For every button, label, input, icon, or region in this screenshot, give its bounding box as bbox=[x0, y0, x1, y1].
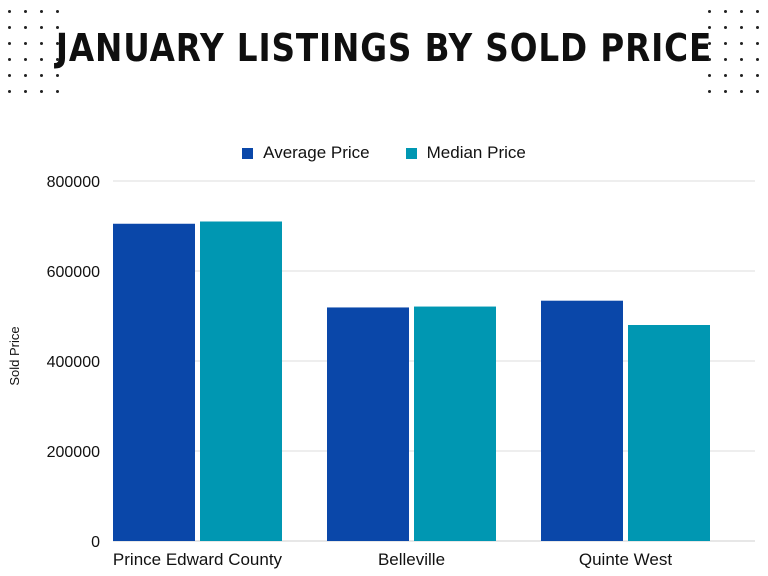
legend: Average Price Median Price bbox=[0, 143, 768, 163]
legend-swatch-median bbox=[405, 147, 417, 159]
legend-item-median: Median Price bbox=[405, 143, 526, 163]
bar-median bbox=[200, 221, 282, 541]
bar-average bbox=[113, 223, 195, 541]
bar-average bbox=[541, 300, 623, 541]
y-tick-label: 400000 bbox=[47, 354, 100, 371]
bar-average bbox=[327, 307, 409, 541]
legend-swatch-average bbox=[242, 147, 254, 159]
chart-title: JANUARY LISTINGS BY SOLD PRICE bbox=[55, 26, 713, 70]
y-axis-label: Sold Price bbox=[7, 326, 22, 385]
bar-median bbox=[628, 325, 710, 541]
y-tick-label: 800000 bbox=[47, 174, 100, 191]
y-tick-label: 0 bbox=[91, 534, 100, 551]
legend-label-median: Median Price bbox=[426, 143, 526, 162]
legend-item-average: Average Price bbox=[242, 143, 370, 163]
x-tick-label: Prince Edward County bbox=[113, 550, 283, 569]
x-tick-label: Quinte West bbox=[579, 550, 673, 569]
x-tick-label: Belleville bbox=[378, 550, 445, 569]
y-tick-label: 600000 bbox=[47, 264, 100, 281]
y-tick-label: 200000 bbox=[47, 444, 100, 461]
bar-median bbox=[414, 306, 496, 541]
legend-label-average: Average Price bbox=[263, 143, 370, 162]
